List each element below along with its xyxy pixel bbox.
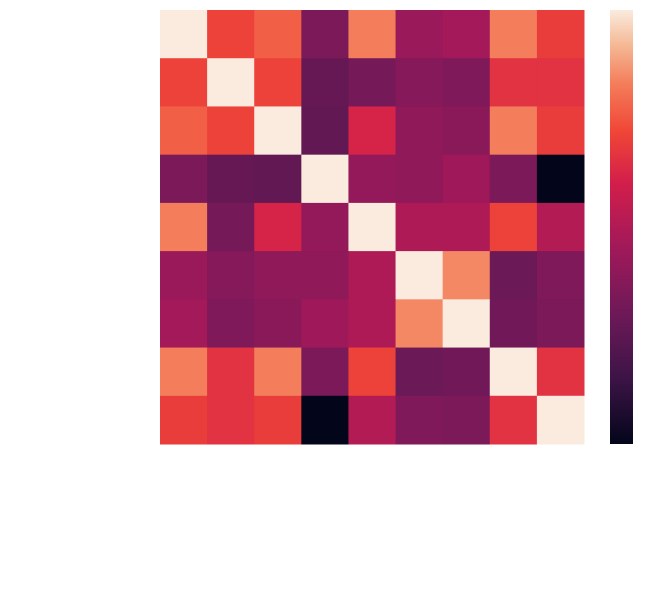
heatmap-cell-r3-c6 (442, 154, 491, 204)
heatmap-cell-r3-c3 (301, 154, 349, 204)
heatmap-cell-r4-c3 (301, 202, 349, 252)
heatmap-cell-r2-c4 (348, 106, 397, 156)
heatmap-cell-r7-c2 (254, 347, 302, 397)
heatmap-cell-r4-c7 (489, 202, 538, 252)
heatmap-cell-r8-c1 (207, 395, 255, 445)
heatmap-cell-r2-c3 (301, 106, 349, 156)
heatmap-cell-r3-c4 (348, 154, 397, 204)
heatmap-cell-r0-c8 (536, 10, 585, 59)
heatmap-cell-r6-c4 (348, 299, 397, 349)
heatmap-cell-r2-c5 (395, 106, 444, 156)
heatmap-cell-r8-c8 (536, 395, 585, 445)
heatmap-cell-r4-c0 (160, 202, 208, 252)
heatmap-cell-r2-c1 (207, 106, 255, 156)
heatmap-cells (160, 10, 585, 445)
heatmap-cell-r8-c6 (442, 395, 491, 445)
heatmap-cell-r1-c8 (536, 58, 585, 107)
heatmap-cell-r4-c4 (348, 202, 397, 252)
heatmap-cell-r5-c6 (442, 251, 491, 300)
heatmap-cell-r1-c7 (489, 58, 538, 107)
heatmap-cell-r5-c4 (348, 251, 397, 300)
heatmap-cell-r5-c0 (160, 251, 208, 300)
heatmap-cell-r5-c7 (489, 251, 538, 300)
heatmap-cell-r8-c7 (489, 395, 538, 445)
heatmap-cell-r6-c8 (536, 299, 585, 349)
heatmap-cell-r1-c5 (395, 58, 444, 107)
heatmap-cell-r6-c3 (301, 299, 349, 349)
heatmap-cell-r6-c5 (395, 299, 444, 349)
heatmap-cell-r8-c0 (160, 395, 208, 445)
heatmap-cell-r0-c6 (442, 10, 491, 59)
heatmap-cell-r8-c3 (301, 395, 349, 445)
heatmap-cell-r2-c2 (254, 106, 302, 156)
heatmap-cell-r4-c8 (536, 202, 585, 252)
heatmap-cell-r1-c4 (348, 58, 397, 107)
heatmap-cell-r1-c2 (254, 58, 302, 107)
heatmap-cell-r4-c1 (207, 202, 255, 252)
heatmap-cell-r0-c1 (207, 10, 255, 59)
heatmap-cell-r2-c6 (442, 106, 491, 156)
heatmap-cell-r7-c3 (301, 347, 349, 397)
heatmap-cell-r5-c8 (536, 251, 585, 300)
heatmap-cell-r4-c2 (254, 202, 302, 252)
heatmap-cell-r1-c3 (301, 58, 349, 107)
heatmap-cell-r1-c6 (442, 58, 491, 107)
heatmap-cell-r5-c3 (301, 251, 349, 300)
heatmap-cell-r6-c2 (254, 299, 302, 349)
heatmap-cell-r0-c7 (489, 10, 538, 59)
heatmap-cell-r2-c7 (489, 106, 538, 156)
heatmap-cell-r1-c0 (160, 58, 208, 107)
heatmap-cell-r3-c1 (207, 154, 255, 204)
heatmap-cell-r0-c2 (254, 10, 302, 59)
heatmap-cell-r5-c1 (207, 251, 255, 300)
heatmap-cell-r0-c0 (160, 10, 208, 59)
heatmap-cell-r6-c1 (207, 299, 255, 349)
heatmap-cell-r6-c6 (442, 299, 491, 349)
heatmap-cell-r3-c0 (160, 154, 208, 204)
heatmap-cell-r7-c1 (207, 347, 255, 397)
heatmap-cell-r2-c0 (160, 106, 208, 156)
heatmap-cell-r5-c2 (254, 251, 302, 300)
heatmap-cell-r3-c7 (489, 154, 538, 204)
heatmap-cell-r7-c8 (536, 347, 585, 397)
heatmap-cell-r3-c2 (254, 154, 302, 204)
heatmap-cell-r4-c6 (442, 202, 491, 252)
heatmap-cell-r4-c5 (395, 202, 444, 252)
heatmap-cell-r0-c4 (348, 10, 397, 59)
heatmap-cell-r7-c6 (442, 347, 491, 397)
colorbar (610, 10, 633, 444)
heatmap-cell-r7-c5 (395, 347, 444, 397)
heatmap-cell-r8-c4 (348, 395, 397, 445)
heatmap-cell-r7-c7 (489, 347, 538, 397)
heatmap-cell-r6-c7 (489, 299, 538, 349)
heatmap-cell-r6-c0 (160, 299, 208, 349)
heatmap-cell-r8-c2 (254, 395, 302, 445)
heatmap-cell-r7-c0 (160, 347, 208, 397)
heatmap-cell-r5-c5 (395, 251, 444, 300)
heatmap-cell-r3-c8 (536, 154, 585, 204)
heatmap-cell-r0-c5 (395, 10, 444, 59)
heatmap-cell-r7-c4 (348, 347, 397, 397)
heatmap-cell-r3-c5 (395, 154, 444, 204)
heatmap-cell-r2-c8 (536, 106, 585, 156)
heatmap-cell-r8-c5 (395, 395, 444, 445)
heatmap-cell-r0-c3 (301, 10, 349, 59)
heatmap-cell-r1-c1 (207, 58, 255, 107)
